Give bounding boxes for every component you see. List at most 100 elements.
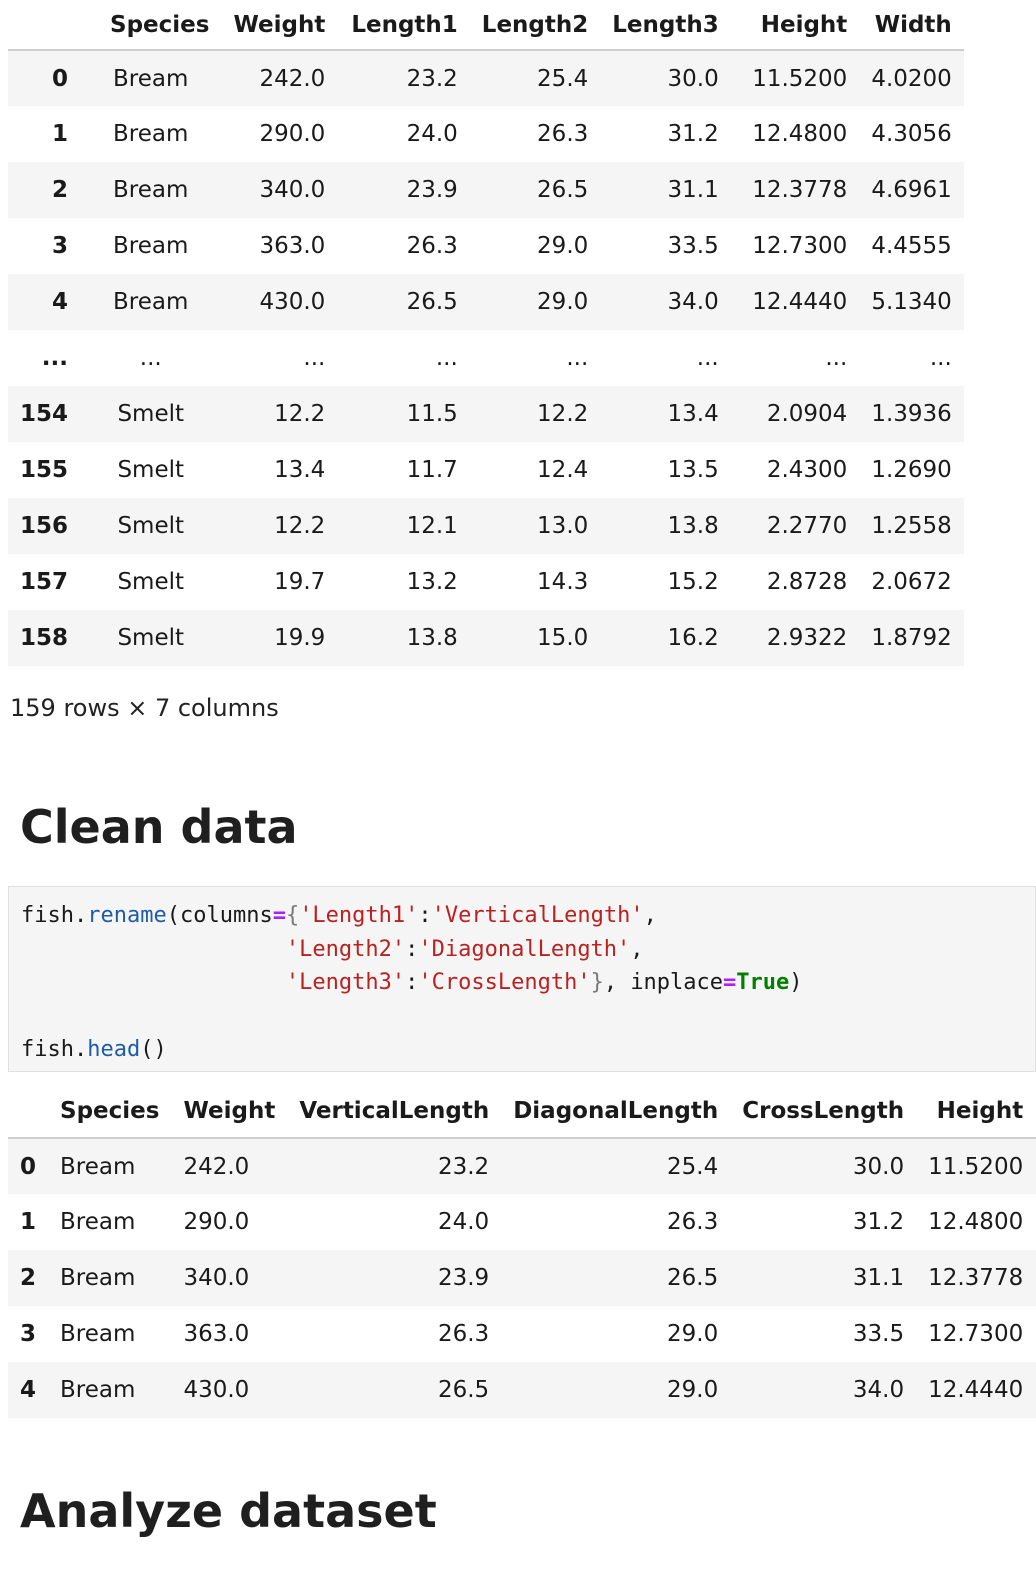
- cell-weight: 242.0: [183, 1153, 250, 1180]
- cell-length3: 13.5: [667, 457, 719, 483]
- code-token: columns: [179, 903, 273, 928]
- row-index: ...: [41, 345, 69, 371]
- cell-species: Bream: [60, 1265, 136, 1291]
- cell-length3: 31.2: [667, 121, 719, 147]
- code-token: 'Length2': [285, 936, 406, 962]
- cell-species: Bream: [113, 233, 189, 259]
- code-token: =: [272, 903, 286, 928]
- cell-length3: ...: [696, 345, 719, 371]
- column-header-index: [8, 1084, 49, 1139]
- cell-width: 1.2690: [871, 457, 952, 483]
- cell-width: 5.1340: [871, 289, 952, 315]
- code-token: ,: [643, 903, 657, 928]
- cell-verticallength: 23.2: [437, 1153, 490, 1180]
- cell-verticallength: 24.0: [437, 1209, 490, 1235]
- row-index: 2: [20, 1265, 37, 1291]
- cell-height: 2.4300: [766, 457, 848, 483]
- row-index: 3: [20, 1321, 37, 1347]
- code-token: (: [166, 903, 180, 928]
- table-row: 0 Bream 242.0 23.2 25.4 30.0 11.5200 4.0200: [8, 50, 964, 106]
- code-token: .: [73, 903, 88, 928]
- cell-crosslength: 31.2: [852, 1209, 905, 1235]
- column-header-index: [8, 0, 81, 51]
- cell-species: Smelt: [117, 625, 185, 651]
- cell-species: ...: [139, 345, 162, 371]
- table-row: 155 Smelt 13.4 11.7 12.4 13.5 2.4300 1.2690: [8, 442, 964, 498]
- row-index: 0: [20, 1153, 37, 1180]
- code-cell[interactable]: fish.rename(columns={'Length1':'Vertical…: [8, 886, 1036, 1072]
- code-token: }: [590, 970, 604, 995]
- cell-species: Bream: [113, 65, 189, 92]
- code-token: 'DiagonalLength': [418, 936, 631, 962]
- cell-height: 2.0904: [766, 401, 848, 427]
- cell-weight: 340.0: [183, 1265, 250, 1291]
- cell-diagonallength: 29.0: [667, 1377, 719, 1403]
- cell-height: 12.4440: [752, 289, 848, 315]
- table-header-row: Species Weight Length1 Length2 Length3 H…: [8, 0, 964, 51]
- table-row: 1 Bream 290.0 24.0 26.3 31.2 12.4800 4.3056: [8, 106, 964, 162]
- cell-height: 12.3778: [752, 177, 848, 203]
- code-editor[interactable]: fish.rename(columns={'Length1':'Vertical…: [9, 887, 1035, 1079]
- column-header-weight: Weight: [171, 1084, 288, 1139]
- row-index: 3: [52, 233, 69, 259]
- row-index: 4: [52, 289, 69, 315]
- row-index: 157: [20, 569, 69, 595]
- code-token: inplace: [630, 970, 724, 995]
- cell-weight: 430.0: [183, 1377, 250, 1403]
- cell-species: Bream: [60, 1209, 136, 1235]
- cell-verticallength: 26.3: [437, 1321, 490, 1347]
- code-token: ,: [630, 936, 644, 962]
- cell-height: 12.7300: [928, 1321, 1024, 1347]
- column-header-species: Species: [80, 0, 222, 51]
- row-index: 1: [20, 1209, 37, 1235]
- cell-width: 1.8792: [871, 625, 952, 651]
- code-token: True: [736, 970, 790, 995]
- table-header-row: Species Weight VerticalLength DiagonalLe…: [8, 1084, 1036, 1139]
- cell-height: 12.7300: [752, 233, 848, 259]
- cell-crosslength: 31.1: [852, 1265, 905, 1291]
- column-header-height: Height: [730, 0, 860, 51]
- cell-diagonallength: 26.5: [667, 1265, 719, 1291]
- cell-width: 4.6961: [871, 177, 952, 203]
- code-token: head: [87, 1037, 141, 1062]
- cell-length3: 33.5: [667, 233, 719, 259]
- code-token: :: [405, 936, 419, 962]
- code-token: ): [789, 970, 803, 995]
- section-heading-analyze-dataset: Analyze dataset: [20, 1484, 437, 1538]
- cell-verticallength: 23.9: [437, 1265, 490, 1291]
- cell-species: Bream: [113, 121, 189, 147]
- row-index: 1: [52, 121, 69, 147]
- cell-length2: 26.3: [537, 121, 589, 147]
- cell-width: 1.2558: [871, 513, 952, 539]
- cell-length2: 26.5: [537, 177, 589, 203]
- cell-length1: 23.9: [406, 177, 458, 203]
- cell-length1: 11.5: [406, 401, 458, 427]
- row-index: 154: [20, 401, 69, 427]
- cell-length3: 13.8: [667, 513, 719, 539]
- cell-species: Smelt: [117, 401, 185, 427]
- cell-species: Smelt: [117, 513, 185, 539]
- cell-length3: 15.2: [667, 569, 719, 595]
- cell-species: Bream: [60, 1377, 136, 1403]
- cell-weight: 13.4: [274, 457, 326, 483]
- cell-height: 11.5200: [928, 1153, 1024, 1180]
- cell-width: 1.3936: [871, 401, 952, 427]
- column-header-width: Width: [859, 0, 964, 51]
- dataframe-shape-summary: 159 rows × 7 columns: [10, 694, 279, 722]
- cell-weight: 363.0: [183, 1321, 250, 1347]
- cell-length2: 25.4: [537, 65, 589, 92]
- column-header-height: Height: [916, 1084, 1036, 1139]
- cell-species: Smelt: [117, 457, 185, 483]
- column-header-length2: Length2: [469, 0, 601, 51]
- code-token: =: [723, 970, 737, 995]
- code-token: 'VerticalLength': [431, 903, 644, 928]
- cell-length1: 26.5: [406, 289, 458, 315]
- cell-length3: 34.0: [667, 289, 719, 315]
- cell-weight: 242.0: [259, 65, 326, 92]
- column-header-length3: Length3: [600, 0, 731, 51]
- cell-length1: 11.7: [406, 457, 458, 483]
- cell-width: 4.3056: [871, 121, 952, 147]
- cell-width: 4.4555: [871, 233, 952, 259]
- cell-weight: 12.2: [274, 513, 326, 539]
